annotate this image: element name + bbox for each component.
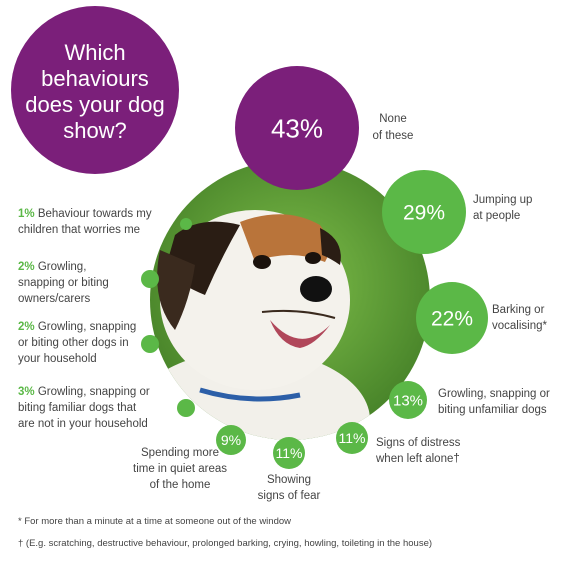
bubble-item: 2% Growling, snapping or biting other dog… (18, 321, 159, 365)
category-label: children that worries me (18, 224, 140, 236)
category-label: or biting other dogs in (18, 337, 129, 349)
value-label: 13% (393, 392, 423, 409)
title-line: behaviours (41, 66, 149, 91)
bubble-item: 2% Growling, snapping or biting owners/car… (18, 261, 159, 305)
category-label: signs of fear (258, 490, 321, 502)
category-label: None (379, 113, 407, 125)
category-label: Spending more (141, 447, 219, 459)
category-label: at people (473, 210, 520, 222)
category-label: of these (373, 130, 414, 142)
bubble-item: 11% Showing signs of fear (258, 437, 321, 502)
category-label: Jumping up (473, 194, 532, 206)
bubble (141, 270, 159, 288)
category-label: time in quiet areas (133, 463, 227, 475)
category-label: 2% Growling, (18, 261, 86, 273)
value-label: 3% (18, 386, 38, 398)
value-label: 11% (339, 430, 366, 446)
category-label: snapping or biting (18, 277, 109, 289)
category-label: Signs of distress (376, 437, 461, 449)
bubble-item: 3% Growling, snapping or biting familiar … (18, 386, 195, 430)
value-label: 29% (403, 202, 445, 225)
value-label: 2% (18, 261, 38, 273)
category-label: when left alone† (375, 453, 460, 465)
category-label: Showing (267, 474, 311, 486)
bubble (177, 399, 195, 417)
footnote-1: * For more than a minute at a time at so… (18, 516, 292, 527)
category-label: 3% Growling, snapping or (18, 386, 150, 398)
value-label: 9% (221, 432, 241, 448)
bubble (216, 425, 246, 455)
value-label: 43% (271, 113, 323, 143)
category-label: Barking or (492, 304, 545, 316)
bubble (180, 218, 192, 230)
bubble (416, 282, 488, 354)
category-label: Growling, snapping or (438, 388, 550, 400)
bubble (336, 422, 368, 454)
bubble (273, 437, 305, 469)
category-label: biting unfamiliar dogs (438, 404, 547, 416)
bubble-item: 11% Signs of distress when left alone† (336, 422, 461, 465)
bubble-item: 1% Behaviour towards my children that wor… (18, 208, 192, 236)
value-label: 1% (18, 208, 38, 220)
category-label: biting familiar dogs that (18, 402, 137, 414)
category-label: are not in your household (18, 418, 148, 430)
value-label: 22% (431, 308, 473, 331)
title-line: does your dog (25, 92, 164, 117)
footnote-2: † (E.g. scratching, destructive behaviou… (18, 538, 433, 549)
bubble (141, 335, 159, 353)
title-line: Which (64, 40, 125, 65)
bubble-item: 9%Spending more time in quiet areas of the… (133, 425, 246, 491)
bubble-item: 13% Growling, snapping or biting unfamilia… (389, 381, 550, 419)
bubble (382, 170, 466, 254)
value-label: 11% (276, 445, 303, 461)
category-label: 1% Behaviour towards my (18, 208, 152, 220)
category-label: your household (18, 353, 97, 365)
bubble-item: 22% Barking or vocalising* (416, 282, 547, 354)
value-label: 2% (18, 321, 38, 333)
category-label: owners/carers (18, 293, 90, 305)
bubble-item: 43% None of these (235, 66, 413, 190)
bubble (235, 66, 359, 190)
category-label: vocalising* (492, 320, 547, 332)
bubble-item: 29% Jumping up at people (382, 170, 532, 254)
bubble (389, 381, 427, 419)
title-line: show? (63, 118, 127, 143)
category-label: of the home (150, 479, 211, 491)
category-label: 2% Growling, snapping (18, 321, 136, 333)
